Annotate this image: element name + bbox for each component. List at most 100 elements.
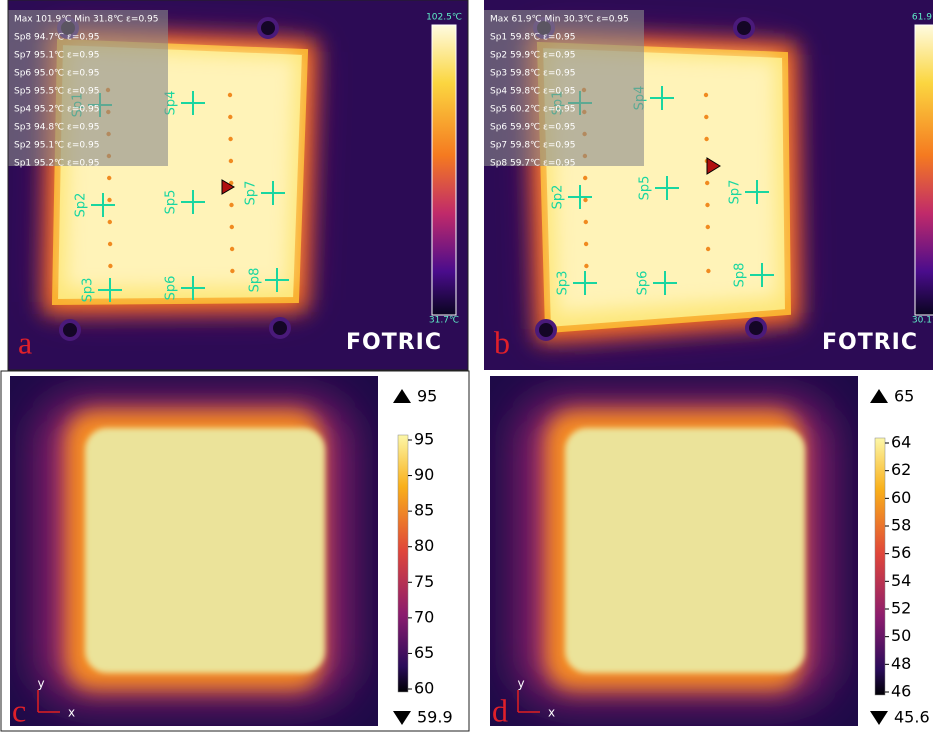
dot xyxy=(705,181,709,185)
max-triangle xyxy=(870,389,888,403)
mount-hole xyxy=(735,19,753,37)
colorbar-tick-label: 60 xyxy=(891,488,911,507)
colorbar-tick-label: 52 xyxy=(891,599,911,618)
colorbar-tick-label: 46 xyxy=(891,682,911,701)
dot xyxy=(228,115,232,119)
spot-label: Sp5 xyxy=(638,176,653,201)
plate xyxy=(565,428,805,673)
spot-label: Sp6 xyxy=(636,271,651,296)
dot xyxy=(108,242,112,246)
dot xyxy=(229,159,233,163)
dot xyxy=(228,137,232,141)
scale-max: 102.5℃ xyxy=(426,13,462,23)
colorbar-tick-label: 50 xyxy=(891,626,911,645)
dot xyxy=(583,176,587,180)
colorbar-tick-label: 58 xyxy=(891,516,911,535)
spot-reading: Sp6 59.9℃ ε=0.95 xyxy=(490,123,575,133)
dot xyxy=(230,247,234,251)
spot-reading: Sp4 95.2℃ ε=0.95 xyxy=(14,105,99,115)
colorbar-tick-label: 48 xyxy=(891,654,911,673)
dot xyxy=(107,176,111,180)
thermal-panel: Sp1Sp2Sp3Sp4Sp5Sp6Sp7Sp8Max 61.9℃ Min 30… xyxy=(484,0,933,370)
dot xyxy=(230,225,234,229)
panel-letter: a xyxy=(18,324,32,360)
colorbar-tick-label: 54 xyxy=(891,571,911,590)
max-value: 65 xyxy=(894,387,914,406)
dot xyxy=(108,220,112,224)
spot-reading: Sp6 95.0℃ ε=0.95 xyxy=(14,69,99,79)
spot-label: Sp3 xyxy=(556,271,571,296)
dot xyxy=(584,242,588,246)
spot-label: Sp8 xyxy=(733,263,748,288)
simulation-image: y x c xyxy=(10,376,378,728)
colorbar-tick-label: 64 xyxy=(891,433,911,452)
colorbar xyxy=(915,25,933,315)
dot xyxy=(583,198,587,202)
colorbar-tick-label: 90 xyxy=(414,465,434,484)
mount-hole xyxy=(747,319,765,337)
spot-label: Sp7 xyxy=(244,181,259,206)
thermal-panel: Sp1Sp2Sp3Sp4Sp5Sp6Sp7Sp8Max 101.9℃ Min 3… xyxy=(8,0,468,370)
axis-x-label: x xyxy=(548,706,555,720)
dot xyxy=(705,203,709,207)
spot-label: Sp5 xyxy=(164,190,179,215)
spot-reading: Sp7 95.1℃ ε=0.95 xyxy=(14,51,99,61)
min-triangle xyxy=(393,711,411,725)
colorbar-tick-label: 75 xyxy=(414,572,434,591)
dot xyxy=(706,247,710,251)
dot xyxy=(706,225,710,229)
spot-label: Sp2 xyxy=(551,185,566,210)
colorbar-tick-label: 70 xyxy=(414,607,434,626)
axis-x-label: x xyxy=(68,706,75,720)
spot-reading: Sp4 59.8℃ ε=0.95 xyxy=(490,87,575,97)
min-triangle xyxy=(870,711,888,725)
min-value: 59.9 xyxy=(417,708,453,727)
mount-hole xyxy=(537,321,555,339)
max-value: 95 xyxy=(417,387,437,406)
spot-label: Sp2 xyxy=(74,193,89,218)
min-value: 45.6 xyxy=(894,708,930,727)
colorbar-tick-label: 80 xyxy=(414,536,434,555)
colorbar xyxy=(875,438,885,695)
mount-hole xyxy=(61,321,79,339)
colorbar-tick-label: 62 xyxy=(891,460,911,479)
colorbar-tick-label: 56 xyxy=(891,543,911,562)
logo: FOTRIC xyxy=(346,330,442,355)
scale-max: 61.9℃ xyxy=(912,13,933,23)
colorbar-tick-label: 85 xyxy=(414,501,434,520)
colorbar-tick-label: 95 xyxy=(414,430,434,449)
spot-reading: Sp2 59.9℃ ε=0.95 xyxy=(490,51,575,61)
colorbar-tick-label: 60 xyxy=(414,679,434,698)
panel-letter: c xyxy=(12,692,26,728)
plate xyxy=(85,428,325,673)
dot xyxy=(704,93,708,97)
spot-label: Sp8 xyxy=(248,268,263,293)
header-text: Max 61.9℃ Min 30.3℃ ε=0.95 xyxy=(490,15,629,25)
spot-reading: Sp5 95.5℃ ε=0.95 xyxy=(14,87,99,97)
mount-hole xyxy=(259,19,277,37)
simulation-image: y x d xyxy=(490,376,858,728)
spot-reading: Sp8 94.7℃ ε=0.95 xyxy=(14,33,99,43)
dot xyxy=(706,269,710,273)
axis-y-label: y xyxy=(517,677,524,691)
dot xyxy=(704,115,708,119)
panel-letter: d xyxy=(492,692,508,728)
spot-label: Sp7 xyxy=(728,180,743,205)
spot-label: Sp6 xyxy=(164,276,179,301)
dot xyxy=(108,264,112,268)
spot-reading: Sp7 59.8℃ ε=0.95 xyxy=(490,141,575,151)
dot xyxy=(704,137,708,141)
scale-min: 31.7℃ xyxy=(429,316,459,326)
dot xyxy=(229,203,233,207)
axis-y-label: y xyxy=(37,677,44,691)
thermal-image: Sp1Sp2Sp3Sp4Sp5Sp6Sp7Sp8Max 101.9℃ Min 3… xyxy=(8,0,468,370)
max-triangle xyxy=(393,389,411,403)
spot-reading: Sp2 95.1℃ ε=0.95 xyxy=(14,141,99,151)
scale-min: 30.1℃ xyxy=(912,316,933,326)
colorbar xyxy=(398,435,408,692)
dot xyxy=(230,269,234,273)
spot-reading: Sp3 59.8℃ ε=0.95 xyxy=(490,69,575,79)
thermal-image: Sp1Sp2Sp3Sp4Sp5Sp6Sp7Sp8Max 61.9℃ Min 30… xyxy=(484,0,933,370)
mount-hole xyxy=(271,319,289,337)
